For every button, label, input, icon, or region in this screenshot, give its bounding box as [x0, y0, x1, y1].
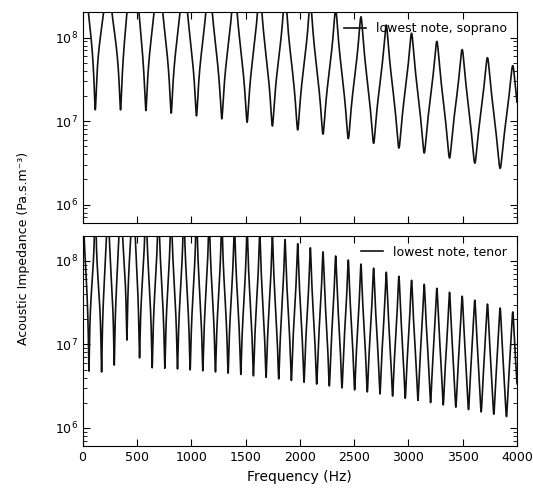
Legend: lowest note, tenor: lowest note, tenor — [357, 242, 511, 262]
Text: Acoustic Impedance (Pa.s.m⁻³): Acoustic Impedance (Pa.s.m⁻³) — [18, 151, 30, 345]
Legend: lowest note, soprano: lowest note, soprano — [340, 19, 511, 39]
X-axis label: Frequency (Hz): Frequency (Hz) — [247, 470, 352, 484]
